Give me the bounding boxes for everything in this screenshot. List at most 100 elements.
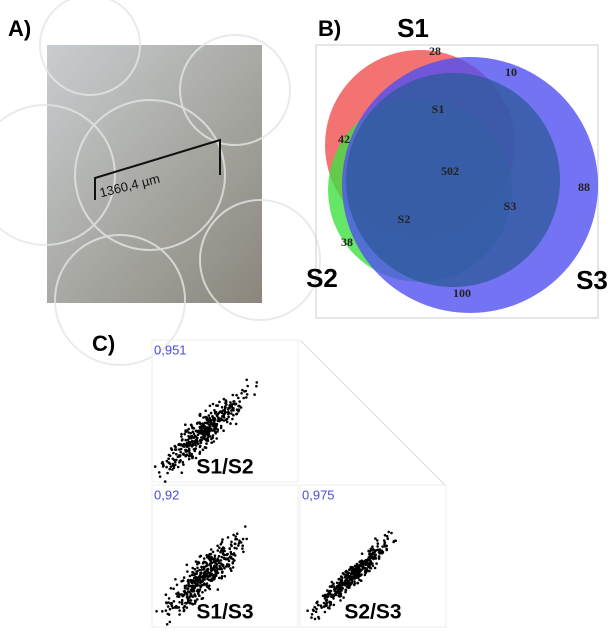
point	[213, 428, 216, 431]
point	[210, 441, 213, 444]
point	[183, 605, 186, 608]
point	[353, 580, 356, 583]
point	[195, 430, 198, 433]
point	[232, 394, 235, 397]
point	[201, 591, 204, 594]
point	[155, 610, 158, 613]
point	[204, 410, 207, 413]
point	[341, 579, 344, 582]
point	[194, 568, 197, 571]
point	[165, 593, 168, 596]
point	[212, 424, 215, 427]
inner-label: S1	[432, 102, 445, 116]
point	[174, 461, 177, 464]
point	[220, 543, 223, 546]
point	[180, 448, 183, 451]
point	[246, 393, 249, 396]
point	[187, 428, 190, 431]
point	[167, 457, 170, 460]
point	[197, 443, 200, 446]
point	[194, 594, 197, 597]
point	[210, 578, 213, 581]
point	[212, 403, 215, 406]
point	[210, 568, 213, 571]
point	[218, 401, 221, 404]
point	[208, 418, 211, 421]
point	[190, 579, 193, 582]
point	[209, 422, 212, 425]
point	[209, 405, 212, 408]
point	[191, 571, 194, 574]
point	[209, 425, 212, 428]
point	[202, 448, 205, 451]
point	[166, 623, 169, 626]
point	[310, 616, 313, 619]
point	[183, 610, 186, 613]
point	[353, 571, 356, 574]
pair-label: S1/S3	[196, 601, 253, 624]
point	[243, 390, 246, 393]
point	[222, 429, 225, 432]
point	[241, 547, 244, 550]
point	[205, 562, 208, 565]
point	[195, 571, 198, 574]
inner-label: S2	[398, 212, 411, 226]
point	[188, 455, 191, 458]
point	[370, 567, 373, 570]
point	[237, 544, 240, 547]
point	[240, 392, 243, 395]
point	[222, 564, 225, 567]
panel-label: A)	[8, 16, 31, 41]
point	[227, 564, 230, 567]
region-count: 38	[341, 235, 353, 249]
point	[225, 557, 228, 560]
point	[173, 465, 176, 468]
point	[237, 397, 240, 400]
point	[238, 400, 241, 403]
inner-label: S3	[504, 199, 517, 213]
point	[217, 404, 220, 407]
point	[187, 579, 190, 582]
point	[182, 594, 185, 597]
point	[217, 417, 220, 420]
point	[194, 573, 197, 576]
point	[195, 447, 198, 450]
point	[236, 538, 239, 541]
point	[220, 568, 223, 571]
point	[371, 545, 374, 548]
point	[360, 563, 363, 566]
point	[201, 422, 204, 425]
point	[222, 552, 225, 555]
point	[217, 549, 220, 552]
point	[242, 397, 245, 400]
point	[230, 541, 233, 544]
point	[200, 586, 203, 589]
point	[189, 599, 192, 602]
point	[361, 552, 364, 555]
point	[381, 545, 384, 548]
point	[184, 585, 187, 588]
point	[312, 609, 315, 612]
point	[215, 565, 218, 568]
point	[246, 385, 249, 388]
point	[236, 408, 239, 411]
point	[185, 449, 188, 452]
point	[210, 548, 213, 551]
point	[333, 587, 336, 590]
point	[353, 568, 356, 571]
point	[198, 578, 201, 581]
point	[316, 601, 319, 604]
point	[188, 458, 191, 461]
point	[345, 570, 348, 573]
panel-label: C)	[92, 331, 115, 356]
point	[372, 551, 375, 554]
pair-label: S2/S3	[344, 601, 401, 624]
region-count: 42	[338, 132, 350, 146]
point	[181, 603, 184, 606]
point	[229, 401, 232, 404]
point	[199, 572, 202, 575]
point	[355, 565, 358, 568]
point	[207, 587, 210, 590]
point	[200, 555, 203, 558]
point	[218, 412, 221, 415]
